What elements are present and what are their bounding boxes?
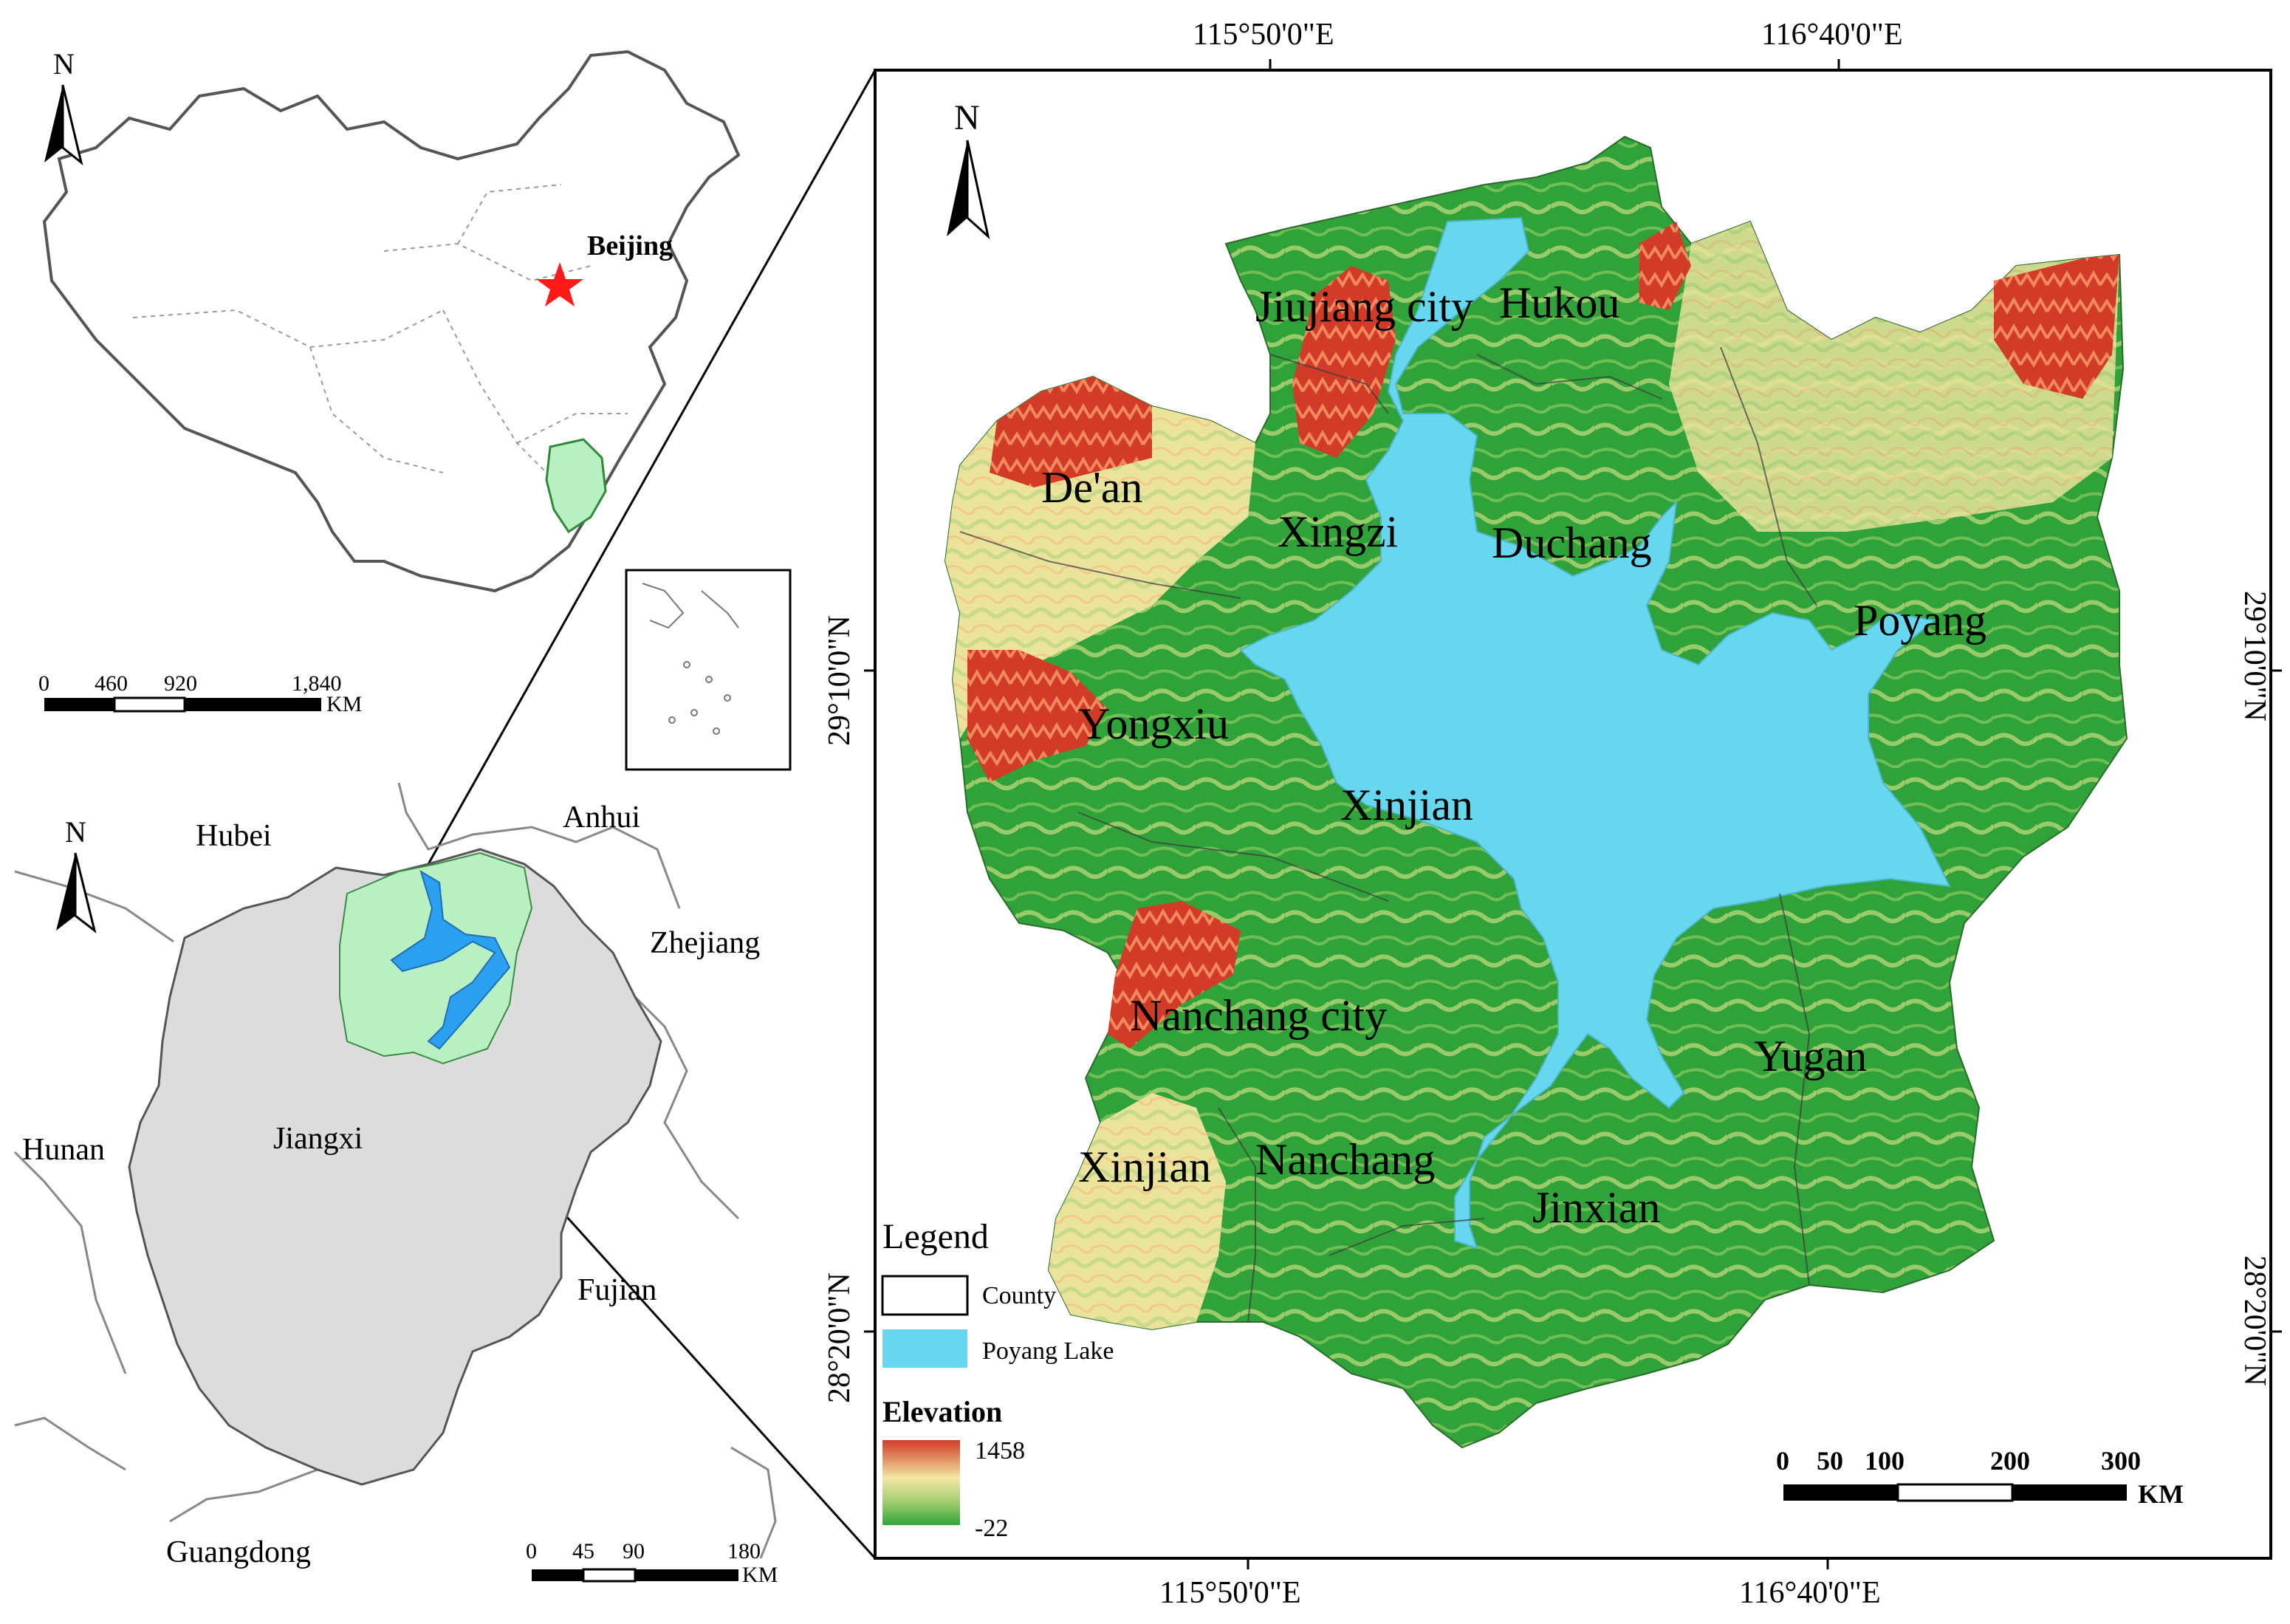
china-north-arrow: N [44,47,83,165]
scalebar-tick: 300 [2101,1446,2141,1476]
scalebar-tick: 90 [623,1539,645,1563]
graticule-ticks [864,59,2282,1569]
county-label-duchang: Duchang [1492,518,1652,567]
mountains-northeast [1994,255,2119,399]
county-label-dean: De'an [1041,463,1142,512]
coord-label-left: 28°20'0"N [823,1272,857,1403]
province-label-fujian: Fujian [577,1273,657,1307]
county-label-yongxiu: Yongxiu [1078,699,1229,748]
coord-label-left: 29°10'0"N [823,615,857,746]
main-north-arrow: N [947,98,990,240]
mountains-hukou [1639,222,1691,310]
coord-label-bottom: 115°50'0"E [1159,1576,1301,1610]
coord-label-top: 115°50'0"E [1193,18,1334,52]
north-arrow-label: N [65,815,86,849]
province-label-anhui: Anhui [563,801,640,835]
elevation-ramp [882,1440,960,1525]
legend-county-label: County [982,1282,1056,1309]
scalebar-tick: 50 [1817,1446,1843,1476]
southwest-foothills [1049,1093,1226,1329]
province-label-hunan: Hunan [22,1133,105,1167]
province-label-jiangxi: Jiangxi [273,1122,363,1156]
map-legend: Legend County Poyang Lake Elevation 1458… [881,1217,1114,1542]
scalebar-tick: 920 [164,671,197,696]
beijing-label: Beijing [587,230,673,261]
scalebar-unit: KM [326,692,362,716]
province-label-guangdong: Guangdong [166,1535,311,1569]
county-label-jinxian: Jinxian [1532,1183,1660,1232]
county-boundaries [959,346,1817,1323]
legend-elevation-title: Elevation [882,1395,1002,1428]
elevation-max-label: 1458 [975,1437,1025,1464]
coord-label-bottom: 116°40'0"E [1739,1576,1881,1610]
scalebar-tick: 0 [1776,1446,1789,1476]
jiangxi-province-map: N Hubei Anhui Zhejiang Hunan Jiangxi Fuj… [13,782,778,1587]
mountains-nanchang-city [1108,901,1241,1049]
scalebar-tick: 0 [526,1539,537,1563]
county-label-xinjian-south: Xinjian [1078,1142,1211,1191]
jiangxi-north-arrow: N [56,815,97,933]
jiangxi-highlight [545,438,607,534]
mountains-jiujiang [1292,266,1396,458]
scalebar-tick: 180 [727,1539,761,1563]
mountains-dean [990,377,1152,487]
china-overview-map: Beijing N 0 460 920 1,840 KM [38,47,792,771]
county-label-poyang: Poyang [1854,596,1986,645]
legend-lake-swatch [882,1329,967,1368]
poyang-lake [1239,216,1951,1250]
legend-lake-label: Poyang Lake [982,1337,1114,1365]
legend-title: Legend [882,1217,989,1256]
coord-label-top: 116°40'0"E [1761,18,1903,52]
county-label-xingzi: Xingzi [1278,507,1398,556]
china-outline [42,49,741,593]
scalebar-tick: 45 [572,1539,594,1563]
scalebar-unit: KM [742,1563,778,1587]
county-label-nanchang-city: Nanchang city [1130,991,1387,1040]
county-label-hukou: Hukou [1499,278,1619,327]
north-arrow-label: N [53,47,75,80]
province-label-hubei: Hubei [196,819,272,853]
north-arrow-label: N [954,98,980,137]
legend-county-swatch [881,1275,969,1316]
scalebar-tick: 0 [38,671,49,696]
province-label-zhejiang: Zhejiang [650,926,760,960]
jiangxi-scalebar: 0 45 90 180 KM [526,1539,778,1587]
mountains-yongxiu [967,650,1108,783]
coord-label-right: 28°20'0"N [2238,1255,2272,1386]
main-elevation-map: 115°50'0"E 116°40'0"E 115°50'0"E 116°40'… [823,18,2282,1610]
main-scalebar: 0 50 100 200 300 KM [1776,1446,2184,1509]
county-label-nanchang: Nanchang [1255,1135,1435,1184]
jiangxi-province-shape [128,848,662,1486]
county-label-jiujiang: Jiujiang city [1255,282,1473,331]
south-china-sea-inset [625,569,792,771]
south-china-sea-islands [642,583,739,735]
elevation-min-label: -22 [975,1515,1008,1542]
scalebar-unit: KM [2138,1479,2184,1509]
scalebar-tick: 1,840 [292,671,342,696]
china-scalebar: 0 460 920 1,840 KM [38,671,362,716]
scalebar-tick: 100 [1865,1446,1905,1476]
scalebar-tick: 200 [1990,1446,2030,1476]
scalebar-tick: 460 [95,671,128,696]
poyang-lake-inset [390,869,511,1050]
coord-label-right: 29°10'0"N [2238,591,2272,722]
county-label-xinjian-north: Xinjian [1340,781,1473,829]
beijing-star-icon [536,262,583,306]
county-label-yugan: Yugan [1754,1032,1867,1080]
